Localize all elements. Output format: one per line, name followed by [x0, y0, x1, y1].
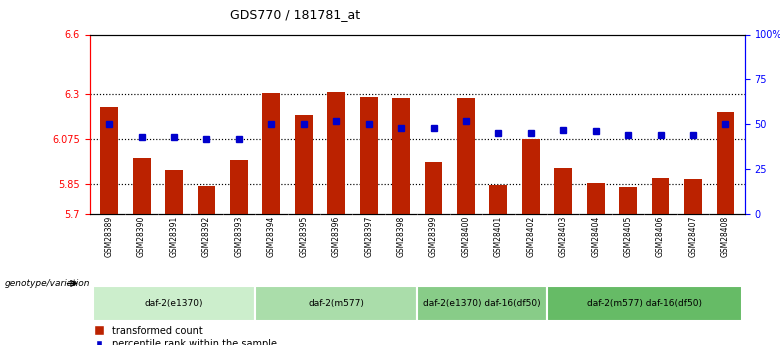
Bar: [684, 179, 702, 214]
Text: GSM28402: GSM28402: [526, 216, 535, 257]
Text: GSM28394: GSM28394: [267, 216, 276, 257]
Text: daf-2(m577): daf-2(m577): [308, 299, 364, 308]
Text: GSM28399: GSM28399: [429, 216, 438, 257]
Bar: [587, 183, 604, 214]
Text: GSM28406: GSM28406: [656, 216, 665, 257]
Bar: [392, 98, 410, 214]
Bar: [457, 98, 475, 214]
Text: daf-2(e1370) daf-16(df50): daf-2(e1370) daf-16(df50): [424, 299, 541, 308]
Text: daf-2(e1370): daf-2(e1370): [145, 299, 204, 308]
Bar: [522, 139, 540, 214]
Bar: [165, 170, 183, 214]
Text: GSM28391: GSM28391: [169, 216, 179, 257]
Text: GSM28405: GSM28405: [624, 216, 633, 257]
Bar: [424, 162, 442, 214]
Text: GSM28408: GSM28408: [721, 216, 730, 257]
Text: GDS770 / 181781_at: GDS770 / 181781_at: [230, 8, 360, 21]
Text: daf-2(m577) daf-16(df50): daf-2(m577) daf-16(df50): [587, 299, 702, 308]
Bar: [717, 112, 734, 214]
Text: GSM28395: GSM28395: [300, 216, 308, 257]
Bar: [295, 115, 313, 214]
Bar: [197, 186, 215, 214]
Text: GSM28393: GSM28393: [235, 216, 243, 257]
Bar: [360, 97, 378, 214]
Text: GSM28389: GSM28389: [105, 216, 114, 257]
Text: GSM28403: GSM28403: [558, 216, 568, 257]
Bar: [255, 286, 417, 321]
Bar: [93, 286, 255, 321]
Bar: [262, 93, 280, 214]
Text: GSM28398: GSM28398: [396, 216, 406, 257]
Text: GSM28396: GSM28396: [332, 216, 341, 257]
Bar: [651, 178, 669, 214]
Bar: [490, 185, 507, 214]
Bar: [555, 168, 573, 214]
Bar: [133, 158, 151, 214]
Text: GSM28390: GSM28390: [137, 216, 146, 257]
Bar: [619, 187, 637, 214]
Text: GSM28404: GSM28404: [591, 216, 600, 257]
Text: genotype/variation: genotype/variation: [5, 279, 90, 288]
Text: GSM28392: GSM28392: [202, 216, 211, 257]
Text: GSM28400: GSM28400: [462, 216, 470, 257]
Bar: [417, 286, 547, 321]
Bar: [547, 286, 742, 321]
Text: GSM28401: GSM28401: [494, 216, 503, 257]
Text: GSM28407: GSM28407: [689, 216, 697, 257]
Text: GSM28397: GSM28397: [364, 216, 373, 257]
Bar: [101, 107, 118, 214]
Legend: transformed count, percentile rank within the sample: transformed count, percentile rank withi…: [94, 326, 277, 345]
Bar: [328, 92, 345, 214]
Bar: [230, 160, 248, 214]
